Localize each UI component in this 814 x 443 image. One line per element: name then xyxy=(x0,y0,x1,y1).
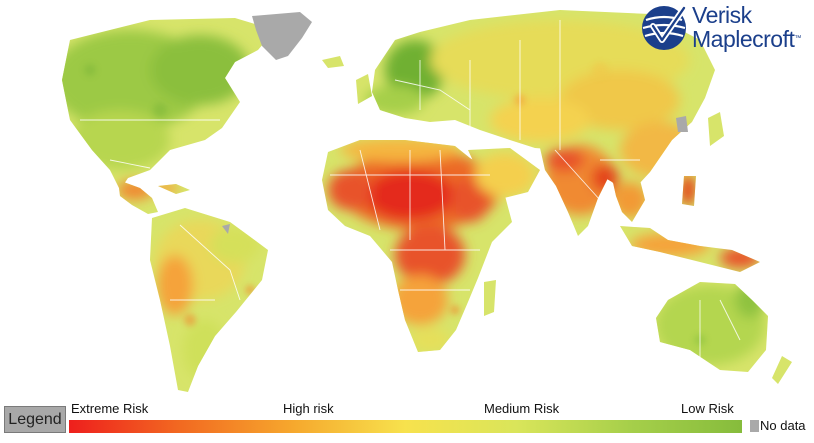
logo-line-1: Verisk xyxy=(692,2,752,28)
small-no-data xyxy=(676,116,688,132)
legend-low-risk-label: Low Risk xyxy=(681,401,734,416)
legend-extreme-risk-label: Extreme Risk xyxy=(71,401,149,416)
legend-high-risk-label: High risk xyxy=(283,401,334,416)
country-borders xyxy=(80,20,741,360)
legend-button[interactable]: Legend xyxy=(4,406,66,433)
logo-line-2-text: Maplecroft xyxy=(692,26,795,52)
logo-wordmark: Verisk Maplecroft™ xyxy=(692,3,801,51)
logo-trademark: ™ xyxy=(794,35,801,42)
legend-medium-risk-label: Medium Risk xyxy=(484,401,560,416)
antarctica-no-data-fragment xyxy=(222,224,230,234)
legend-color-gradient xyxy=(69,420,742,433)
no-data-swatch xyxy=(750,420,759,432)
globe-check-icon xyxy=(642,5,687,50)
verisk-maplecroft-logo xyxy=(642,5,687,50)
logo-line-2: Maplecroft™ xyxy=(692,27,801,51)
greenland-no-data xyxy=(252,12,312,60)
no-data-label: No data xyxy=(760,418,806,433)
